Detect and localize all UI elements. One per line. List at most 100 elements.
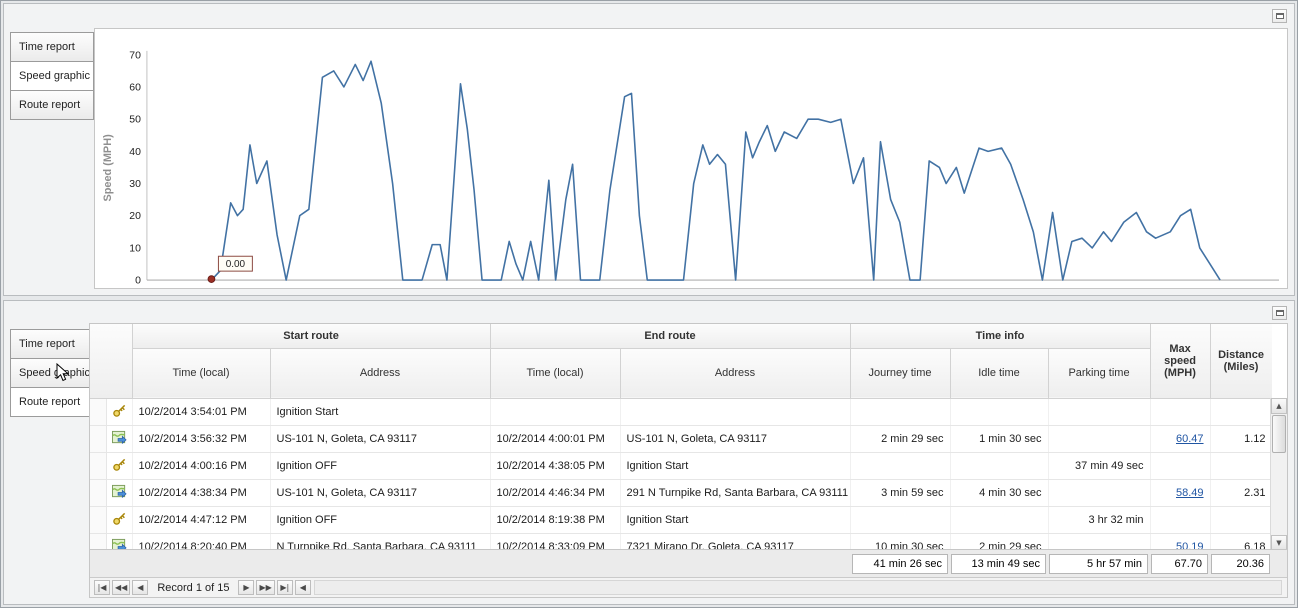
- col-end-address[interactable]: Address: [620, 348, 851, 399]
- group-time-info: Time info: [850, 324, 1151, 349]
- row-icon-cell: [106, 452, 133, 480]
- max-speed-cell: [1150, 398, 1211, 426]
- distance-cell: 1.12: [1210, 425, 1272, 453]
- end-time-cell: 10/2/2014 8:19:38 PM: [490, 506, 621, 534]
- vertical-scrollbar[interactable]: ▲ ▼: [1270, 398, 1287, 551]
- speed-graphic-panel: Time report Speed graphic Route report 0 10…: [3, 3, 1295, 296]
- key-icon: [112, 404, 125, 417]
- parking-time-cell: [1048, 479, 1151, 507]
- start-time-cell: 10/2/2014 4:00:16 PM: [132, 452, 271, 480]
- journey-time-cell: 3 min 59 sec: [850, 479, 951, 507]
- journey-time-cell: 2 min 29 sec: [850, 425, 951, 453]
- idle-time-cell: [950, 506, 1049, 534]
- row-indicator: [90, 452, 107, 480]
- journey-time-cell: [850, 452, 951, 480]
- y-tick-label: 20: [129, 211, 141, 222]
- table-row[interactable]: 10/2/2014 4:38:34 PM US-101 N, Goleta, CA…: [90, 479, 1272, 507]
- end-address-cell: [620, 398, 851, 426]
- route-report-panel: Time report Speed graphic Route report Sta…: [3, 300, 1295, 605]
- speed-chart: 0 10 20 30 40 50 60 70 Speed (MPH) 0.00: [94, 28, 1288, 289]
- summary-parking-time: 5 hr 57 min: [1049, 554, 1148, 574]
- collapse-icon: [1275, 13, 1284, 19]
- prev-page-button[interactable]: ◀◀: [112, 580, 131, 595]
- route-icon: [111, 484, 127, 498]
- last-record-button[interactable]: ▶|: [276, 580, 293, 595]
- next-page-button[interactable]: ▶▶: [256, 580, 275, 595]
- table-row[interactable]: 10/2/2014 4:00:16 PM Ignition OFF 10/2/201…: [90, 452, 1272, 480]
- distance-cell: [1210, 452, 1272, 480]
- max-speed-link[interactable]: 60.47: [1176, 432, 1204, 445]
- row-indicator: [90, 425, 107, 453]
- table-row[interactable]: 10/2/2014 3:56:32 PM US-101 N, Goleta, CA…: [90, 425, 1272, 453]
- group-start-route: Start route: [132, 324, 491, 349]
- max-speed-link[interactable]: 58.49: [1176, 486, 1204, 499]
- grid-viewport: Start route End route Time info Max spee…: [90, 324, 1272, 554]
- hscroll-left-icon[interactable]: ◀: [294, 580, 311, 595]
- col-max-speed[interactable]: Max speed (MPH): [1150, 324, 1211, 399]
- top-tab-speed-graphic[interactable]: Speed graphic: [10, 61, 94, 91]
- col-distance[interactable]: Distance (Miles): [1210, 324, 1272, 399]
- bottom-tab-time-report[interactable]: Time report: [10, 329, 94, 359]
- next-record-button[interactable]: ▶: [238, 580, 255, 595]
- summary-idle-time: 13 min 49 sec: [951, 554, 1046, 574]
- summary-max-speed: 67.70: [1151, 554, 1208, 574]
- summary-distance: 20.36: [1211, 554, 1270, 574]
- horizontal-scrollbar[interactable]: [313, 580, 1282, 595]
- row-icon-cell: [106, 533, 133, 554]
- header-corner: [90, 324, 133, 399]
- start-time-cell: 10/2/2014 3:54:01 PM: [132, 398, 271, 426]
- annotation-label: 0.00: [226, 259, 246, 270]
- col-parking-time[interactable]: Parking time: [1048, 348, 1151, 399]
- bottom-tab-speed-graphic[interactable]: Speed graphic: [10, 358, 94, 388]
- scrollbar-thumb[interactable]: [1272, 415, 1286, 453]
- idle-time-cell: [950, 452, 1049, 480]
- first-record-button[interactable]: |◀: [94, 580, 110, 595]
- idle-time-cell: 1 min 30 sec: [950, 425, 1049, 453]
- prev-record-button[interactable]: ◀: [132, 580, 149, 595]
- panel-collapse-button[interactable]: [1272, 306, 1287, 320]
- top-tab-time-report[interactable]: Time report: [10, 32, 94, 62]
- end-time-cell: 10/2/2014 4:38:05 PM: [490, 452, 621, 480]
- start-time-cell: 10/2/2014 4:38:34 PM: [132, 479, 271, 507]
- scroll-up-icon[interactable]: ▲: [1271, 398, 1287, 414]
- start-time-cell: 10/2/2014 4:47:12 PM: [132, 506, 271, 534]
- top-tab-route-report[interactable]: Route report: [10, 90, 94, 120]
- table-row[interactable]: 10/2/2014 3:54:01 PM Ignition Start: [90, 398, 1272, 426]
- parking-time-cell: [1048, 425, 1151, 453]
- distance-cell: [1210, 506, 1272, 534]
- row-icon-cell: [106, 506, 133, 534]
- parking-time-cell: [1048, 533, 1151, 554]
- record-label: Record 1 of 15: [157, 581, 230, 594]
- journey-time-cell: [850, 506, 951, 534]
- y-tick-label: 40: [129, 147, 141, 158]
- key-icon: [112, 512, 125, 525]
- col-journey-time[interactable]: Journey time: [850, 348, 951, 399]
- journey-time-cell: [850, 398, 951, 426]
- parking-time-cell: [1048, 398, 1151, 426]
- panel-collapse-button[interactable]: [1272, 9, 1287, 23]
- parking-time-cell: 3 hr 32 min: [1048, 506, 1151, 534]
- table-row[interactable]: 10/2/2014 8:20:40 PM N Turnpike Rd, Santa…: [90, 533, 1272, 554]
- end-time-cell: 10/2/2014 4:00:01 PM: [490, 425, 621, 453]
- col-end-time[interactable]: Time (local): [490, 348, 621, 399]
- collapse-icon: [1275, 310, 1284, 316]
- route-report-grid: Start route End route Time info Max spee…: [89, 323, 1288, 598]
- max-speed-cell: [1150, 506, 1211, 534]
- row-icon-cell: [106, 398, 133, 426]
- col-start-address[interactable]: Address: [270, 348, 491, 399]
- idle-time-cell: 4 min 30 sec: [950, 479, 1049, 507]
- table-row[interactable]: 10/2/2014 4:47:12 PM Ignition OFF 10/2/201…: [90, 506, 1272, 534]
- col-start-time[interactable]: Time (local): [132, 348, 271, 399]
- y-tick-label: 70: [129, 50, 141, 61]
- speed-chart-svg: 0 10 20 30 40 50 60 70 Speed (MPH) 0.00: [102, 50, 1280, 287]
- start-address-cell: US-101 N, Goleta, CA 93117: [270, 425, 491, 453]
- distance-cell: 2.31: [1210, 479, 1272, 507]
- col-idle-time[interactable]: Idle time: [950, 348, 1049, 399]
- y-tick-label: 50: [129, 115, 141, 126]
- bottom-tab-route-report[interactable]: Route report: [10, 387, 94, 417]
- record-navigator: |◀ ◀◀ ◀ Record 1 of 15 ▶ ▶▶ ▶| ◀: [90, 577, 1287, 597]
- top-panel-tabs: Time report Speed graphic Route report: [10, 32, 94, 120]
- max-speed-cell: 60.47: [1150, 425, 1211, 453]
- key-icon: [112, 458, 125, 471]
